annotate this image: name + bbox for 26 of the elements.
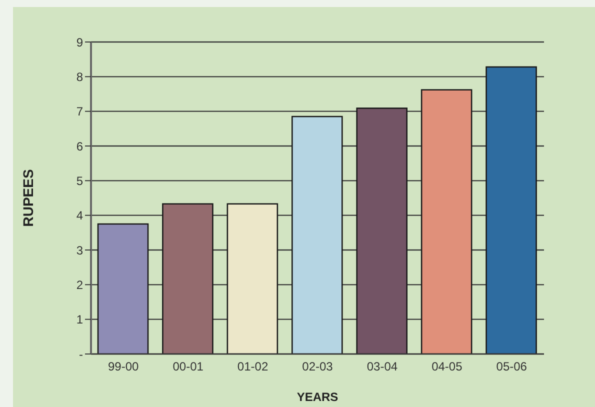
x-tick-label: 02-03 — [302, 360, 334, 374]
bar — [226, 203, 278, 354]
x-tick-label: 03-04 — [366, 360, 398, 374]
y-tick-label: 5 — [76, 174, 84, 188]
y-tick-label: 7 — [76, 104, 84, 119]
x-tick-label: 01-02 — [237, 360, 268, 374]
y-tick-label: 8 — [76, 70, 84, 84]
bar — [486, 66, 537, 354]
bar — [420, 89, 472, 354]
y-axis-title: RUPEES — [20, 169, 36, 227]
bar — [162, 203, 214, 354]
y-tick-label: - — [79, 347, 83, 362]
y-tick-label: 1 — [76, 312, 84, 327]
x-tick-label: 04-05 — [432, 360, 463, 374]
y-tick-label: 3 — [76, 243, 84, 258]
y-tick-label: 9 — [76, 35, 84, 50]
bar — [291, 116, 343, 354]
y-tick-label: 2 — [76, 278, 84, 292]
y-tick-label: 6 — [76, 139, 84, 154]
x-tick-label: 00-01 — [172, 360, 204, 374]
bar — [97, 223, 149, 354]
x-tick-label: 99-00 — [108, 360, 140, 374]
bar — [356, 108, 408, 354]
y-tick-label: 4 — [76, 208, 84, 223]
x-tick-label: 05-06 — [496, 360, 528, 374]
x-axis-title: YEARS — [296, 390, 338, 404]
